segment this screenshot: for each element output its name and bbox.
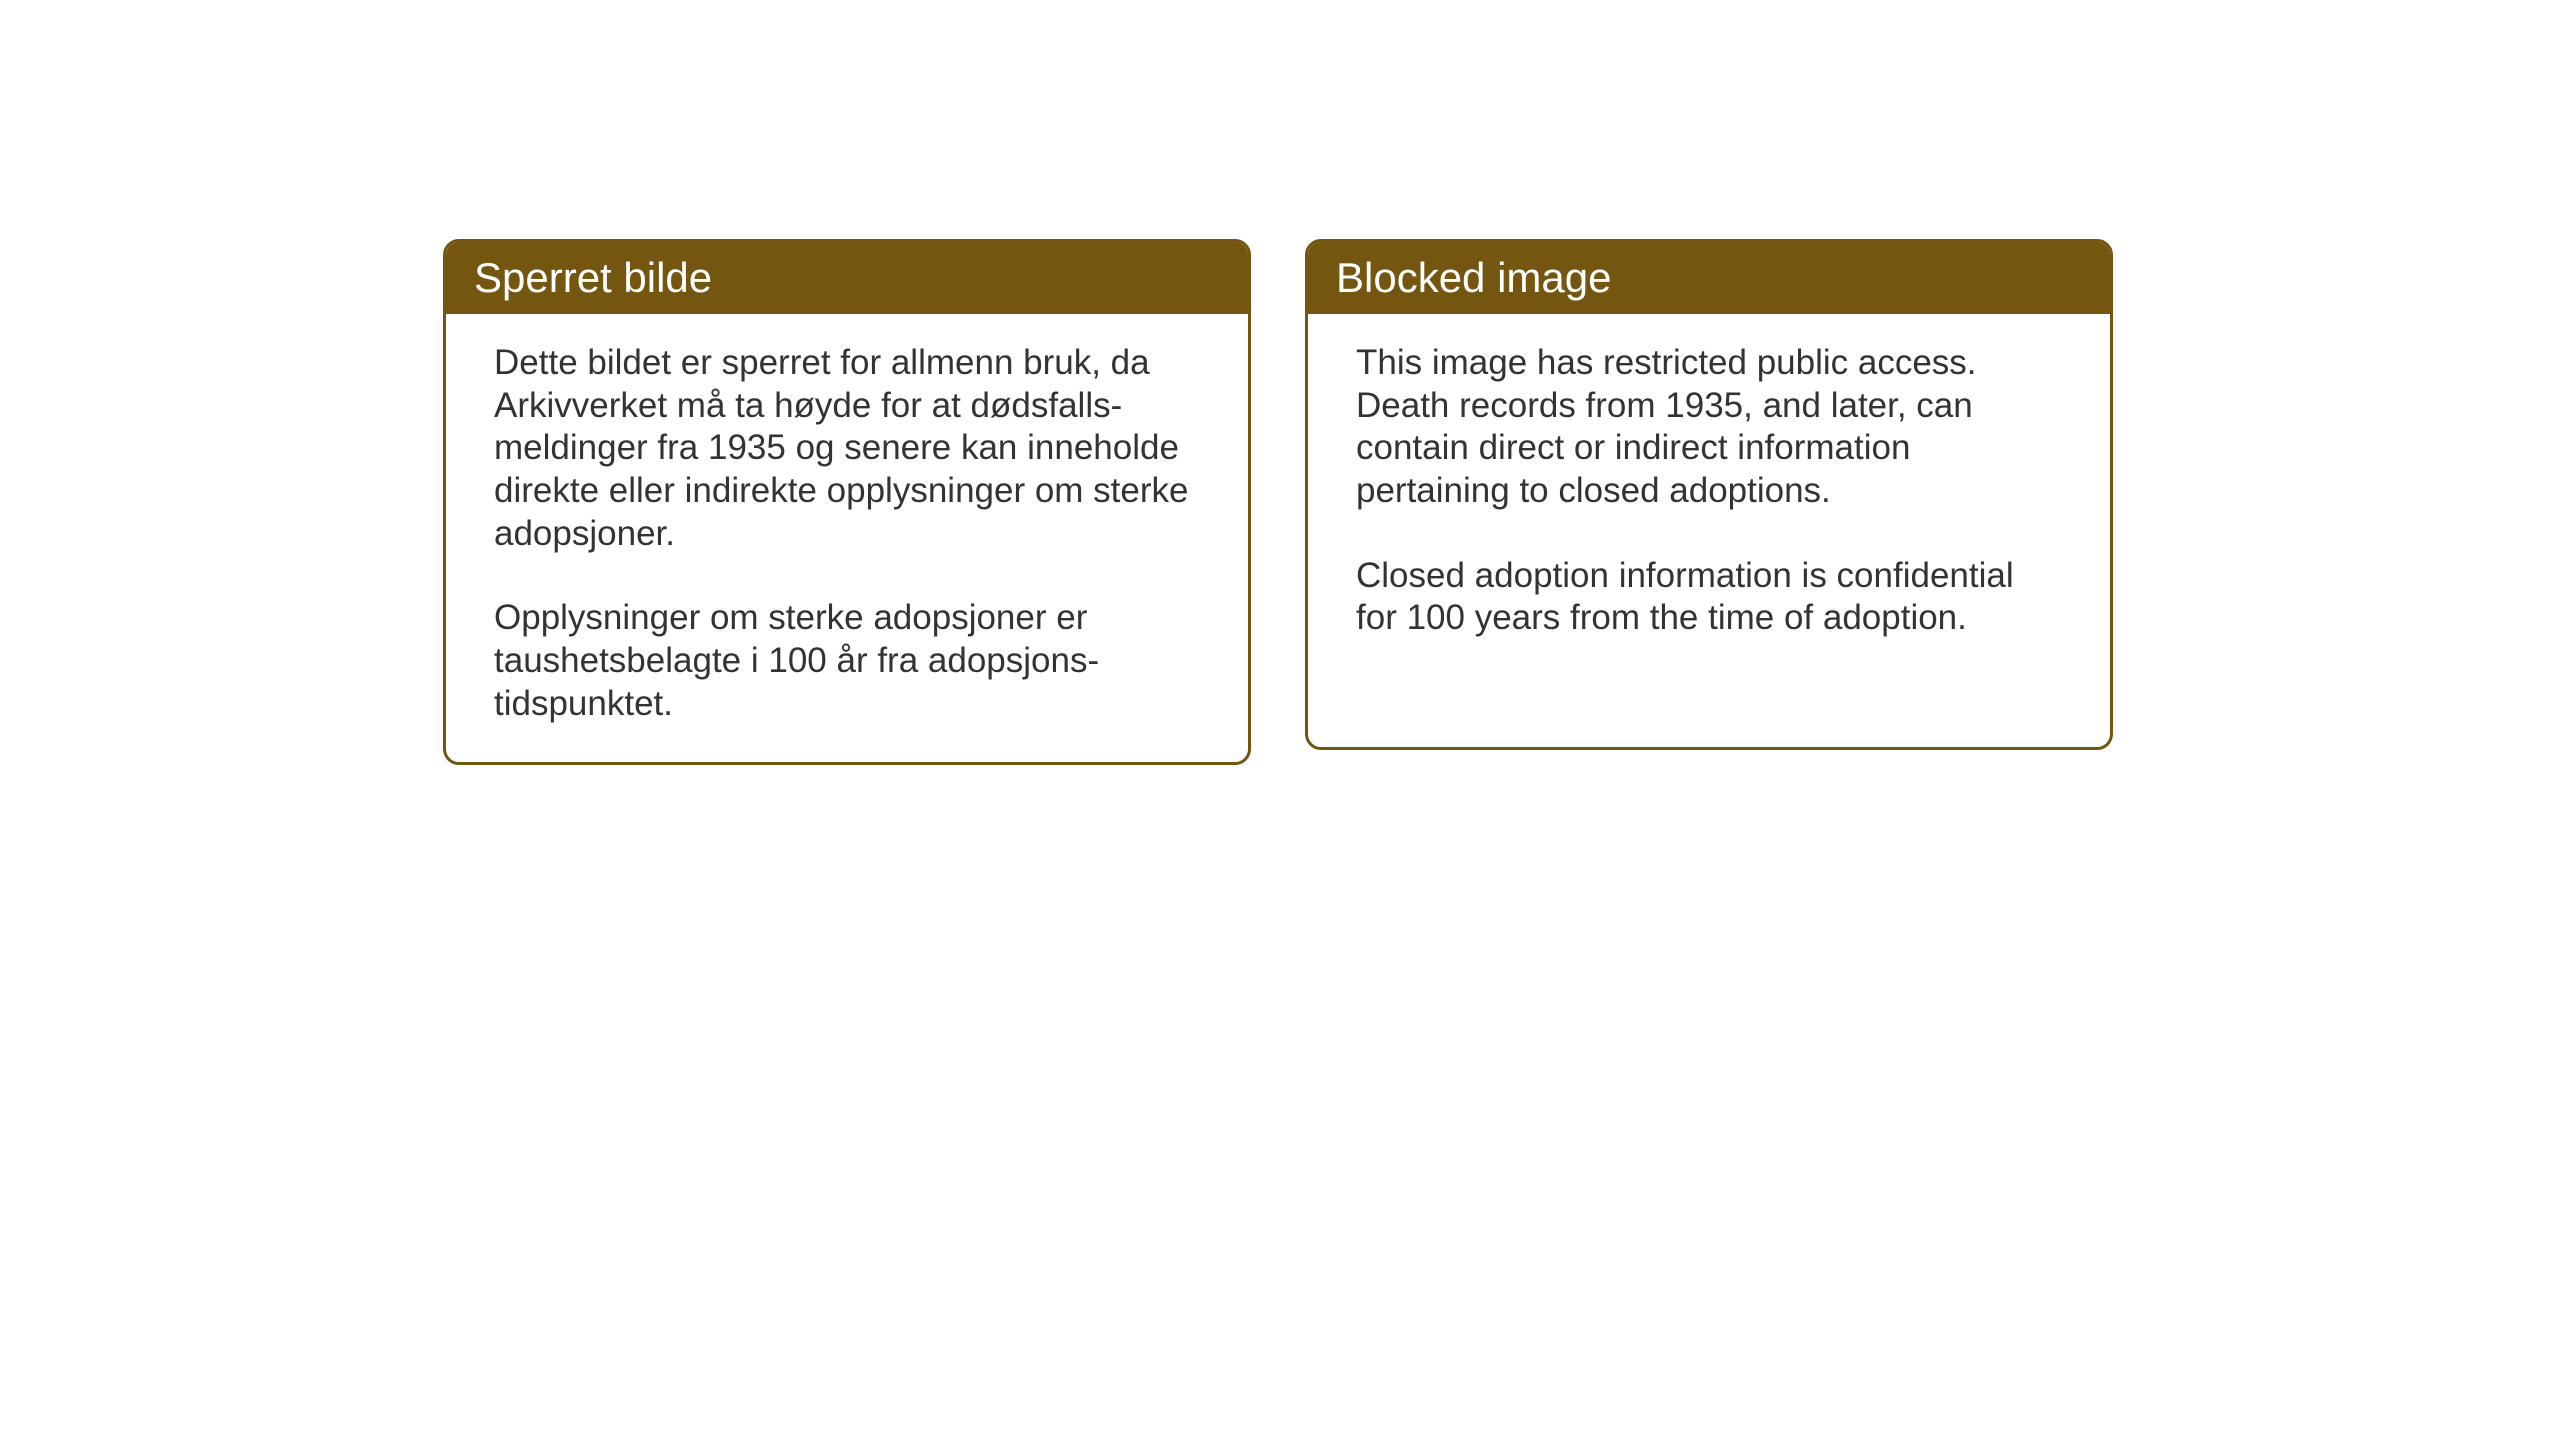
- english-notice-card: Blocked image This image has restricted …: [1305, 239, 2113, 750]
- norwegian-paragraph-1: Dette bildet er sperret for allmenn bruk…: [494, 342, 1200, 555]
- english-paragraph-2: Closed adoption information is confident…: [1356, 555, 2062, 640]
- norwegian-paragraph-2: Opplysninger om sterke adopsjoner er tau…: [494, 597, 1200, 725]
- norwegian-card-title: Sperret bilde: [446, 242, 1248, 314]
- english-paragraph-1: This image has restricted public access.…: [1356, 342, 2062, 513]
- english-card-title: Blocked image: [1308, 242, 2110, 314]
- english-card-body: This image has restricted public access.…: [1308, 314, 2110, 676]
- norwegian-card-body: Dette bildet er sperret for allmenn bruk…: [446, 314, 1248, 762]
- norwegian-notice-card: Sperret bilde Dette bildet er sperret fo…: [443, 239, 1251, 765]
- notice-container: Sperret bilde Dette bildet er sperret fo…: [443, 239, 2113, 765]
